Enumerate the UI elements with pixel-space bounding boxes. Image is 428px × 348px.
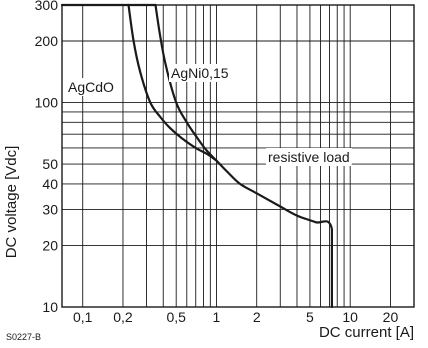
y-tick-label: 20 — [42, 237, 58, 253]
label-layer: AgCdO AgNi0,15 resistive load — [66, 64, 352, 166]
y-tick-label: 50 — [42, 156, 58, 172]
curve-layer — [60, 3, 333, 309]
series-label-background — [266, 148, 352, 166]
y-tick-label: 200 — [35, 33, 59, 49]
series-label-resistive-load: resistive load — [268, 149, 350, 165]
series-line-resistive-load — [215, 159, 333, 309]
x-tick-label: 5 — [306, 309, 314, 325]
x-tick-label: 2 — [253, 309, 261, 325]
series-label-agcdo: AgCdO — [68, 79, 114, 95]
series-label-background — [66, 78, 117, 96]
y-tick-label: 100 — [35, 95, 59, 111]
figure-code: S0227-B — [6, 332, 41, 342]
x-tick-label: 0,2 — [113, 309, 133, 325]
series-line-agni — [154, 3, 218, 162]
series-label-background — [169, 64, 231, 82]
x-tick-label: 20 — [383, 309, 399, 325]
x-tick-label: 1 — [213, 309, 221, 325]
x-tick-label: 10 — [342, 309, 358, 325]
x-tick-label: 0,1 — [73, 309, 93, 325]
x-tick-label: 0,5 — [166, 309, 186, 325]
series-label-agni: AgNi0,15 — [171, 65, 229, 81]
grid-layer — [61, 4, 415, 308]
y-tick-label: 300 — [35, 0, 59, 13]
tick-layer: 0,1 0,2 0,5 1 2 5 10 20 10 20 30 40 50 100 200 300 — [35, 0, 399, 325]
y-tick-label: 30 — [42, 201, 58, 217]
plot-frame — [61, 4, 415, 308]
x-axis-title: DC current [A] — [319, 324, 414, 341]
y-tick-label: 40 — [42, 176, 58, 192]
y-axis-title: DC voltage [Vdc] — [3, 146, 20, 259]
series-line-agcdo — [127, 3, 218, 162]
y-tick-label: 10 — [42, 299, 58, 315]
